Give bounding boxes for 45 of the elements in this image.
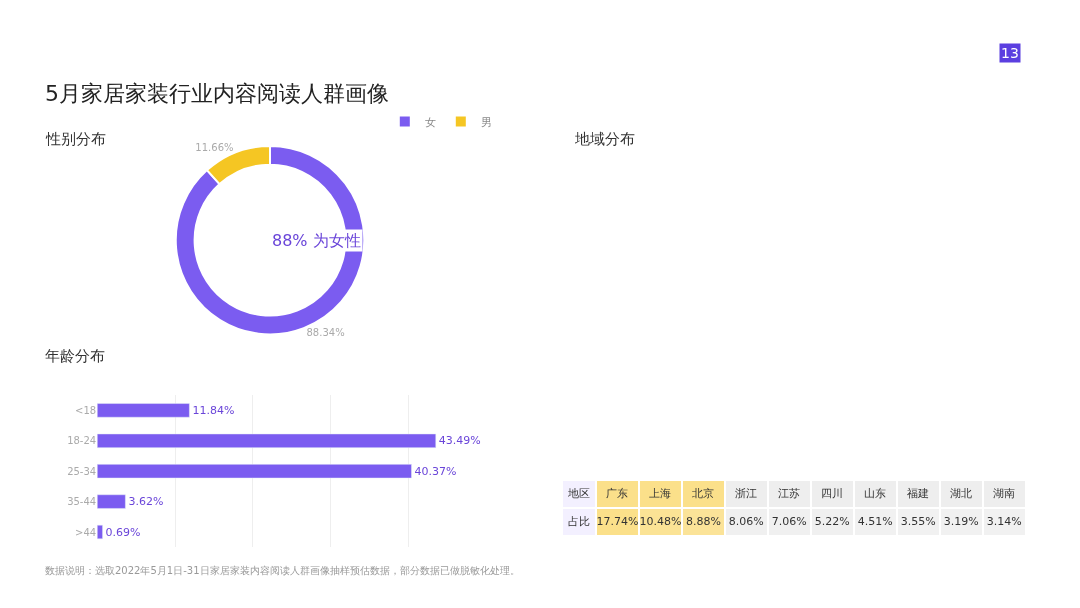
donut-slice — [174, 144, 366, 336]
x-axis-title: 地区 — [566, 486, 590, 500]
bar — [97, 494, 126, 509]
data-label: 5.22% — [814, 514, 850, 528]
x-tick-label: 福建 — [907, 486, 930, 500]
data-label: 3.19% — [943, 514, 979, 528]
chart-title: 年龄分布 — [45, 347, 105, 365]
legend-label: 女 — [424, 115, 436, 129]
text: 数据说明：选取2022年5月1日-31日家居家装内容阅读人群画像抽样预估数据，部分数据已做脱敏化处理。 — [45, 565, 520, 576]
y-tick-label: 占比 — [567, 514, 590, 528]
chart-title: 5月家居家装行业内容阅读人群画像 — [45, 81, 389, 106]
x-tick-label: 浙江 — [735, 486, 758, 500]
data-label: 3.14% — [986, 514, 1022, 528]
legend-label: 男 — [480, 115, 492, 129]
x-tick-label: 上海 — [649, 486, 672, 500]
x-tick-label: 广东 — [606, 486, 629, 500]
data-label: 88.34% — [306, 327, 345, 339]
data-label: 11.66% — [195, 141, 234, 153]
data-label: 0.69% — [105, 525, 141, 539]
text: 性别分布 — [45, 130, 106, 148]
x-tick-label: 湖南 — [993, 486, 1016, 500]
data-label: 3.55% — [900, 514, 936, 528]
data-label: 8.06% — [728, 514, 764, 528]
data-label: 3.62% — [128, 495, 164, 509]
text: 88% 为女性 — [272, 231, 361, 250]
text: 13 — [1001, 45, 1019, 61]
chart-title: 地域分布 — [574, 130, 635, 148]
data-label: 43.49% — [438, 434, 481, 448]
data-label: 7.06% — [771, 514, 807, 528]
x-tick-label: 四川 — [821, 486, 844, 500]
y-tick-label: 25-34 — [67, 465, 97, 477]
data-label: 10.48% — [639, 514, 682, 528]
x-tick-label: 山东 — [864, 486, 887, 500]
data-label: 8.88% — [685, 514, 721, 528]
y-tick-label: <18 — [75, 404, 97, 416]
y-tick-label: 18-24 — [67, 435, 97, 447]
x-tick-label: 江苏 — [778, 486, 801, 500]
data-label: 11.84% — [192, 403, 235, 417]
data-label: 17.74% — [596, 514, 639, 528]
y-tick-label: >44 — [75, 526, 97, 538]
x-tick-label: 北京 — [692, 486, 715, 500]
data-label: 40.37% — [414, 464, 457, 478]
data-label: 4.51% — [857, 514, 893, 528]
y-tick-label: 35-44 — [67, 496, 97, 508]
x-tick-label: 湖北 — [950, 486, 973, 500]
